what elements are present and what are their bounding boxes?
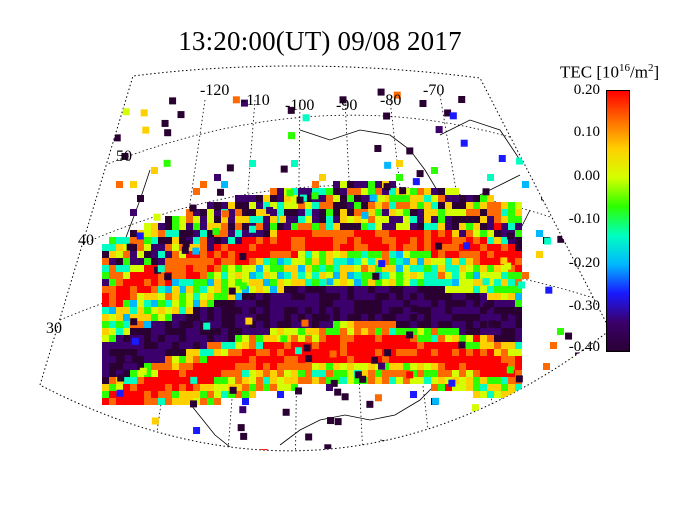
lon-label-120: -120 [200,82,229,100]
colorbar [606,90,630,352]
colorbar-tick: 0.10 [552,124,600,141]
lat-label-40: 40 [78,232,94,250]
lat-label-30: 30 [46,320,62,338]
colorbar-tick: -0.20 [552,255,600,272]
lon-label-100: -100 [285,97,314,115]
colorbar-tick: 0.20 [552,82,600,99]
colorbar-tick: -0.30 [552,298,600,315]
lon-label-110: -110 [241,92,270,110]
lat-label-50: 50 [116,148,132,166]
tec-data-layer [95,89,582,472]
lon-label-90: -90 [336,97,357,115]
colorbar-tick: 0.00 [552,168,600,185]
colorbar-tick: -0.10 [552,211,600,228]
lon-label-70: -70 [423,82,444,100]
colorbar-title: TEC [1016/m2] [560,62,659,83]
colorbar-tick: -0.40 [552,339,600,356]
lon-label-80: -80 [380,92,401,110]
map-content [60,89,600,495]
